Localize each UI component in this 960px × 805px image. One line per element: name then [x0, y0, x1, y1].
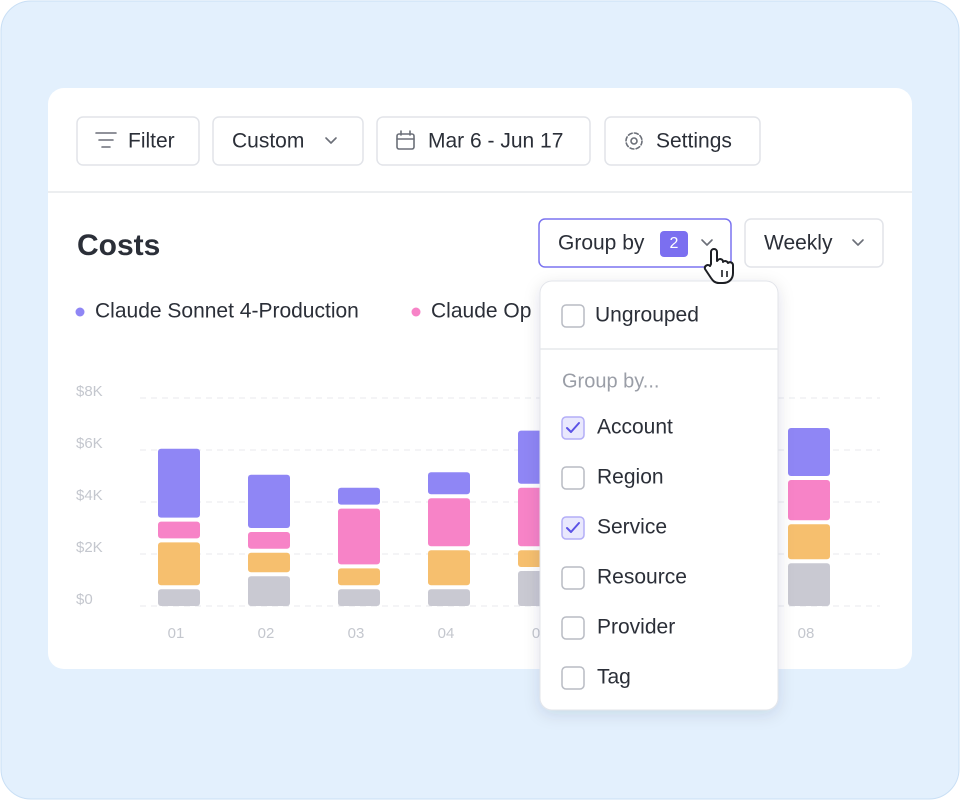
- range-preset-label: Custom: [232, 130, 304, 153]
- x-tick-label: 02: [258, 625, 275, 642]
- filter-label: Filter: [128, 130, 175, 153]
- bar-segment: [338, 568, 380, 586]
- bar-segment: [248, 474, 290, 528]
- checkbox: [561, 566, 585, 590]
- bar-segment: [428, 589, 470, 606]
- bar-segment: [428, 472, 470, 495]
- checkmark: [566, 522, 580, 533]
- bar-segment: [338, 589, 380, 606]
- x-tick-label: 03: [348, 625, 365, 642]
- bar-segment: [788, 480, 830, 521]
- option-label: Provider: [597, 616, 675, 639]
- checkbox: [561, 304, 585, 328]
- bar-segment: [248, 576, 290, 606]
- bar-segment: [338, 508, 380, 565]
- interval-label: Weekly: [764, 232, 833, 255]
- option-label: Resource: [597, 566, 687, 589]
- group-by-button[interactable]: Group by 2: [538, 218, 732, 268]
- bar-segment: [248, 532, 290, 549]
- bar-segment: [788, 524, 830, 560]
- checkbox: [561, 616, 585, 640]
- checkbox: [561, 516, 585, 540]
- bar-segment: [788, 428, 830, 476]
- bar-segment: [158, 521, 200, 539]
- checkbox: [561, 666, 585, 690]
- bar-segment: [158, 448, 200, 518]
- group-by-count: 2: [670, 235, 679, 252]
- option-label: Tag: [597, 666, 631, 689]
- section-label: Group by...: [562, 370, 659, 392]
- settings-label: Settings: [656, 130, 732, 153]
- y-tick-label: $4K: [76, 487, 103, 504]
- group-by-label: Group by: [558, 232, 645, 255]
- y-tick-label: $6K: [76, 435, 103, 452]
- option-label: Region: [597, 466, 664, 489]
- bar-segment: [338, 487, 380, 505]
- bar-segment: [428, 498, 470, 547]
- legend-label: Claude Sonnet 4-Production: [95, 300, 359, 323]
- date-range-button[interactable]: Mar 6 - Jun 17: [376, 116, 591, 166]
- y-tick-label: $0: [76, 591, 93, 608]
- date-range-label: Mar 6 - Jun 17: [428, 130, 563, 153]
- x-tick-label: 04: [438, 625, 455, 642]
- x-tick-label: 0: [532, 625, 540, 642]
- checkbox: [561, 416, 585, 440]
- checkmark: [566, 422, 580, 433]
- filter-button[interactable]: Filter: [76, 116, 200, 166]
- bar-segment: [428, 550, 470, 586]
- bar-segment: [158, 589, 200, 606]
- option-label: Account: [597, 416, 673, 439]
- legend-dot: [75, 307, 85, 317]
- x-tick-label: 08: [798, 625, 815, 642]
- section-title: Costs: [77, 229, 160, 262]
- range-preset-button[interactable]: Custom: [212, 116, 364, 166]
- checkbox: [561, 466, 585, 490]
- legend-dot: [411, 307, 421, 317]
- y-tick-label: $2K: [76, 539, 103, 556]
- settings-button[interactable]: Settings: [604, 116, 761, 166]
- option-label: Service: [597, 516, 667, 539]
- interval-button[interactable]: Weekly: [744, 218, 884, 268]
- bar-segment: [248, 552, 290, 573]
- bar-segment: [158, 542, 200, 586]
- bar-segment: [788, 563, 830, 606]
- x-tick-label: 01: [168, 625, 185, 642]
- cursor: [703, 248, 734, 284]
- group-by-dropdown: Ungrouped Group by... Account Region Servi…: [539, 280, 779, 711]
- y-tick-label: $8K: [76, 383, 103, 400]
- legend-label: Claude Op: [431, 300, 531, 323]
- option-label: Ungrouped: [595, 304, 699, 327]
